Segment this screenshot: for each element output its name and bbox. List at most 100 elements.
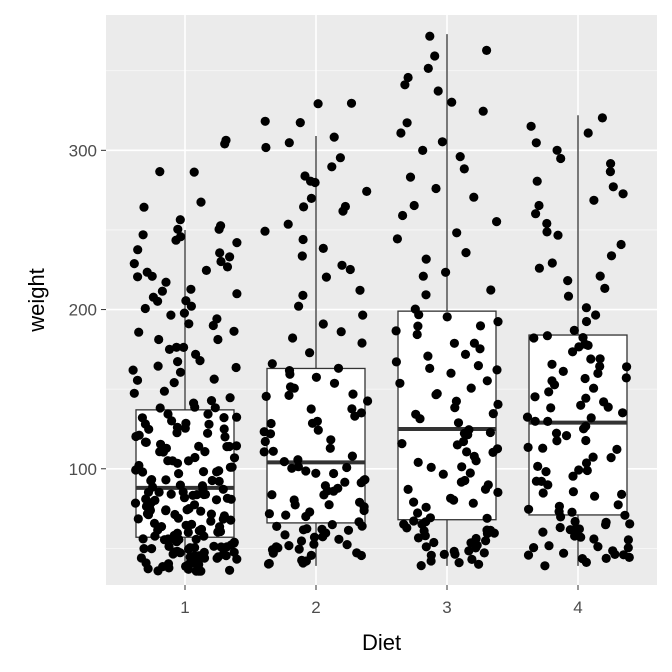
data-point bbox=[452, 228, 462, 238]
data-point bbox=[231, 362, 241, 373]
data-point bbox=[222, 262, 233, 272]
data-point bbox=[355, 497, 365, 507]
data-point bbox=[608, 546, 618, 556]
data-point bbox=[464, 546, 474, 556]
data-point bbox=[132, 375, 143, 385]
data-point bbox=[329, 468, 339, 479]
data-point bbox=[421, 290, 431, 300]
data-point bbox=[547, 258, 557, 268]
data-point bbox=[343, 525, 354, 535]
data-point bbox=[298, 525, 309, 535]
data-point bbox=[218, 484, 228, 494]
data-point bbox=[492, 217, 502, 227]
data-point bbox=[346, 98, 357, 108]
data-point bbox=[200, 447, 210, 457]
data-point bbox=[225, 393, 235, 403]
data-point bbox=[625, 519, 635, 529]
data-point bbox=[555, 522, 565, 533]
data-point bbox=[273, 543, 283, 553]
data-point bbox=[352, 548, 362, 558]
data-point bbox=[493, 487, 503, 497]
data-point bbox=[523, 442, 533, 452]
data-point bbox=[581, 421, 591, 431]
data-point bbox=[468, 498, 478, 508]
data-point bbox=[261, 142, 271, 153]
data-point bbox=[581, 458, 592, 468]
y-tick-label: 300 bbox=[69, 141, 97, 160]
data-point bbox=[569, 325, 579, 335]
data-point bbox=[194, 441, 204, 451]
data-point bbox=[306, 176, 316, 186]
data-point bbox=[475, 321, 486, 331]
data-point bbox=[229, 453, 240, 463]
data-point bbox=[194, 559, 204, 570]
data-point bbox=[306, 404, 316, 414]
data-point bbox=[595, 271, 605, 281]
data-point bbox=[129, 259, 139, 269]
data-point bbox=[185, 543, 195, 553]
data-point bbox=[225, 462, 235, 472]
data-point bbox=[272, 521, 282, 532]
data-point bbox=[469, 338, 479, 348]
data-point bbox=[133, 514, 143, 524]
data-point bbox=[161, 277, 171, 287]
data-point bbox=[199, 547, 209, 558]
data-point bbox=[623, 543, 633, 553]
data-point bbox=[398, 210, 408, 221]
data-point bbox=[534, 263, 545, 273]
data-point bbox=[530, 392, 540, 402]
data-point bbox=[471, 533, 481, 544]
data-point bbox=[449, 338, 459, 348]
data-point bbox=[542, 227, 552, 237]
y-tick-label: 200 bbox=[69, 301, 97, 320]
data-point bbox=[581, 435, 591, 446]
data-point bbox=[430, 51, 440, 61]
data-point bbox=[423, 351, 433, 361]
data-point bbox=[131, 431, 141, 442]
data-point bbox=[164, 541, 174, 552]
data-point bbox=[425, 31, 435, 41]
data-point bbox=[478, 106, 488, 116]
data-point bbox=[266, 418, 276, 429]
data-point bbox=[541, 467, 551, 477]
data-point bbox=[619, 550, 629, 560]
data-point bbox=[342, 540, 352, 550]
data-point bbox=[129, 388, 139, 398]
data-point bbox=[409, 497, 419, 507]
data-point bbox=[153, 361, 163, 371]
data-point bbox=[171, 342, 182, 352]
data-point bbox=[530, 416, 540, 426]
data-point bbox=[157, 286, 167, 296]
data-point bbox=[229, 547, 239, 557]
data-point bbox=[327, 520, 337, 530]
data-point bbox=[543, 416, 553, 426]
data-point bbox=[139, 202, 149, 212]
data-point bbox=[267, 359, 277, 369]
data-point bbox=[446, 493, 456, 503]
data-point bbox=[260, 436, 270, 447]
data-point bbox=[306, 550, 316, 561]
data-point bbox=[211, 495, 222, 505]
data-point bbox=[128, 365, 138, 375]
data-point bbox=[172, 422, 182, 432]
data-point bbox=[595, 354, 605, 364]
data-point bbox=[608, 182, 618, 192]
data-point bbox=[348, 389, 358, 399]
data-point bbox=[461, 248, 471, 258]
data-point bbox=[321, 272, 331, 282]
data-point bbox=[155, 167, 165, 177]
data-point bbox=[196, 197, 206, 207]
data-point bbox=[426, 550, 436, 560]
data-point bbox=[583, 128, 593, 138]
data-point bbox=[558, 366, 568, 376]
data-point bbox=[460, 349, 471, 359]
data-point bbox=[413, 508, 423, 518]
data-point bbox=[600, 283, 610, 293]
data-point bbox=[301, 466, 311, 476]
data-point bbox=[174, 469, 184, 479]
data-point bbox=[580, 373, 590, 384]
data-point bbox=[582, 465, 592, 476]
data-point bbox=[466, 383, 476, 393]
points-diet-3 bbox=[391, 31, 503, 571]
data-point bbox=[139, 544, 149, 554]
